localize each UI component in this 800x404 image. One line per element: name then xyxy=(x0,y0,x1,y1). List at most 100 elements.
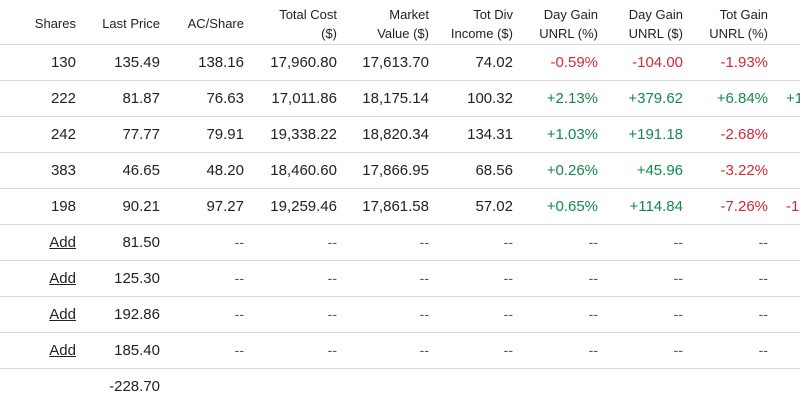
cell-ac-share: 97.27 xyxy=(206,198,244,215)
cell-day-gain-amt: +114.84 xyxy=(629,198,683,215)
cell-ac-share-placeholder: -- xyxy=(234,342,244,358)
cell-tot-div-income: 100.32 xyxy=(467,90,513,107)
cell-tot-gain-amt-clipped: +1 xyxy=(786,90,800,107)
cell-market-value-placeholder: -- xyxy=(419,342,429,358)
totals-last-price: -228.70 xyxy=(109,378,160,395)
cell-shares: Add xyxy=(49,333,76,368)
cell-tot-div-income-placeholder: -- xyxy=(503,270,513,286)
cell-day-gain-pct-placeholder: -- xyxy=(588,234,598,250)
cell-shares: 242 xyxy=(50,126,76,143)
cell-tot-gain-pct: -2.68% xyxy=(720,126,768,143)
cell-day-gain-pct-placeholder: -- xyxy=(588,270,598,286)
cell-day-gain-pct-placeholder: -- xyxy=(588,306,598,322)
column-header-total-cost[interactable]: Total Cost ($) xyxy=(279,7,337,41)
table-row[interactable]: 383 46.65 48.20 18,460.60 17,866.95 68.56 +0.2… xyxy=(0,153,800,189)
column-header-tot-div-income[interactable]: Tot Div Income ($) xyxy=(450,7,513,41)
cell-last-price: 81.50 xyxy=(122,234,160,251)
cell-last-price: 185.40 xyxy=(114,342,160,359)
cell-tot-div-income: 134.31 xyxy=(467,126,513,143)
cell-market-value: 17,866.95 xyxy=(362,162,429,179)
column-header-market-value[interactable]: Market Value ($) xyxy=(377,7,429,41)
cell-tot-gain-pct-placeholder: -- xyxy=(758,270,768,286)
cell-day-gain-amt: -104.00 xyxy=(632,54,683,71)
cell-market-value-placeholder: -- xyxy=(419,270,429,286)
cell-ac-share-placeholder: -- xyxy=(234,234,244,250)
cell-market-value: 18,820.34 xyxy=(362,126,429,143)
cell-total-cost-placeholder: -- xyxy=(327,306,337,322)
cell-market-value: 18,175.14 xyxy=(362,90,429,107)
cell-last-price: 192.86 xyxy=(114,306,160,323)
cell-total-cost: 17,011.86 xyxy=(271,90,337,107)
cell-shares: 198 xyxy=(50,198,76,215)
cell-ac-share: 76.63 xyxy=(206,90,244,107)
cell-total-cost: 17,960.80 xyxy=(270,54,337,71)
table-header-row: Shares Last Price AC/Share Total Cost ($… xyxy=(0,0,800,45)
cell-last-price: 81.87 xyxy=(122,90,160,107)
cell-tot-gain-pct-placeholder: -- xyxy=(758,234,768,250)
table-row[interactable]: 130 135.49 138.16 17,960.80 17,613.70 74.02 -0… xyxy=(0,45,800,81)
cell-market-value-placeholder: -- xyxy=(419,234,429,250)
table-row[interactable]: 198 90.21 97.27 19,259.46 17,861.58 57.02 +0.6… xyxy=(0,189,800,225)
cell-shares: 383 xyxy=(50,162,76,179)
cell-shares: Add xyxy=(49,261,76,296)
add-shares-link[interactable]: Add xyxy=(49,306,76,323)
cell-tot-gain-pct: -3.22% xyxy=(720,162,768,179)
cell-tot-div-income-placeholder: -- xyxy=(503,306,513,322)
column-header-day-gain-pct[interactable]: Day Gain UNRL (%) xyxy=(539,7,598,41)
column-header-tot-gain-pct[interactable]: Tot Gain UNRL (%) xyxy=(709,7,768,41)
cell-last-price: 135.49 xyxy=(114,54,160,71)
cell-tot-gain-pct: +6.84% xyxy=(716,90,768,107)
add-shares-link[interactable]: Add xyxy=(49,234,76,251)
add-holding-rows: Add 81.50 -- -- -- -- -- -- -- Add 125.30 -- -- -- -- -… xyxy=(0,225,800,369)
cell-last-price: 90.21 xyxy=(122,198,160,215)
cell-total-cost: 19,338.22 xyxy=(270,126,337,143)
cell-tot-div-income-placeholder: -- xyxy=(503,342,513,358)
cell-ac-share-placeholder: -- xyxy=(234,270,244,286)
cell-tot-div-income: 57.02 xyxy=(475,198,513,215)
cell-ac-share: 79.91 xyxy=(206,126,244,143)
table-row-empty: Add 185.40 -- -- -- -- -- -- -- xyxy=(0,333,800,369)
cell-day-gain-amt-placeholder: -- xyxy=(673,342,683,358)
cell-total-cost-placeholder: -- xyxy=(327,270,337,286)
cell-shares: 222 xyxy=(50,90,76,107)
cell-shares: Add xyxy=(49,297,76,332)
cell-total-cost-placeholder: -- xyxy=(327,342,337,358)
cell-tot-div-income: 68.56 xyxy=(475,162,513,179)
cell-market-value-placeholder: -- xyxy=(419,306,429,322)
cell-total-cost: 19,259.46 xyxy=(270,198,337,215)
cell-ac-share: 48.20 xyxy=(206,162,244,179)
column-header-day-gain-amt[interactable]: Day Gain UNRL ($) xyxy=(628,7,683,41)
add-shares-link[interactable]: Add xyxy=(49,342,76,359)
cell-day-gain-pct: +2.13% xyxy=(546,90,598,107)
cell-day-gain-amt-placeholder: -- xyxy=(673,306,683,322)
cell-shares: 130 xyxy=(50,54,76,71)
column-header-ac-share[interactable]: AC/Share xyxy=(187,16,244,31)
column-header-shares[interactable]: Shares xyxy=(34,16,76,31)
table-row-empty: Add 81.50 -- -- -- -- -- -- -- xyxy=(0,225,800,261)
cell-day-gain-amt: +45.96 xyxy=(636,162,683,179)
totals-row: -228.70 xyxy=(0,369,800,404)
holdings-rows: 130 135.49 138.16 17,960.80 17,613.70 74.02 -0… xyxy=(0,45,800,225)
table-row[interactable]: 222 81.87 76.63 17,011.86 18,175.14 100.32 +2.… xyxy=(0,81,800,117)
cell-tot-div-income: 74.02 xyxy=(475,54,513,71)
cell-tot-gain-pct: -7.26% xyxy=(720,198,768,215)
cell-ac-share: 138.16 xyxy=(198,54,244,71)
cell-day-gain-amt: +191.18 xyxy=(628,126,683,143)
table-row-empty: Add 192.86 -- -- -- -- -- -- -- xyxy=(0,297,800,333)
cell-day-gain-pct: +0.26% xyxy=(546,162,598,179)
cell-day-gain-pct: +1.03% xyxy=(546,126,598,143)
cell-last-price: 77.77 xyxy=(122,126,160,143)
cell-last-price: 125.30 xyxy=(114,270,160,287)
cell-tot-div-income-placeholder: -- xyxy=(503,234,513,250)
cell-day-gain-pct-placeholder: -- xyxy=(588,342,598,358)
cell-total-cost-placeholder: -- xyxy=(327,234,337,250)
cell-market-value: 17,861.58 xyxy=(362,198,429,215)
table-row-empty: Add 125.30 -- -- -- -- -- -- -- xyxy=(0,261,800,297)
cell-day-gain-pct: +0.65% xyxy=(546,198,598,215)
column-header-last-price[interactable]: Last Price xyxy=(102,16,160,31)
add-shares-link[interactable]: Add xyxy=(49,270,76,287)
cell-market-value: 17,613.70 xyxy=(362,54,429,71)
table-row[interactable]: 242 77.77 79.91 19,338.22 18,820.34 134.31 +1.… xyxy=(0,117,800,153)
cell-day-gain-amt: +379.62 xyxy=(628,90,683,107)
